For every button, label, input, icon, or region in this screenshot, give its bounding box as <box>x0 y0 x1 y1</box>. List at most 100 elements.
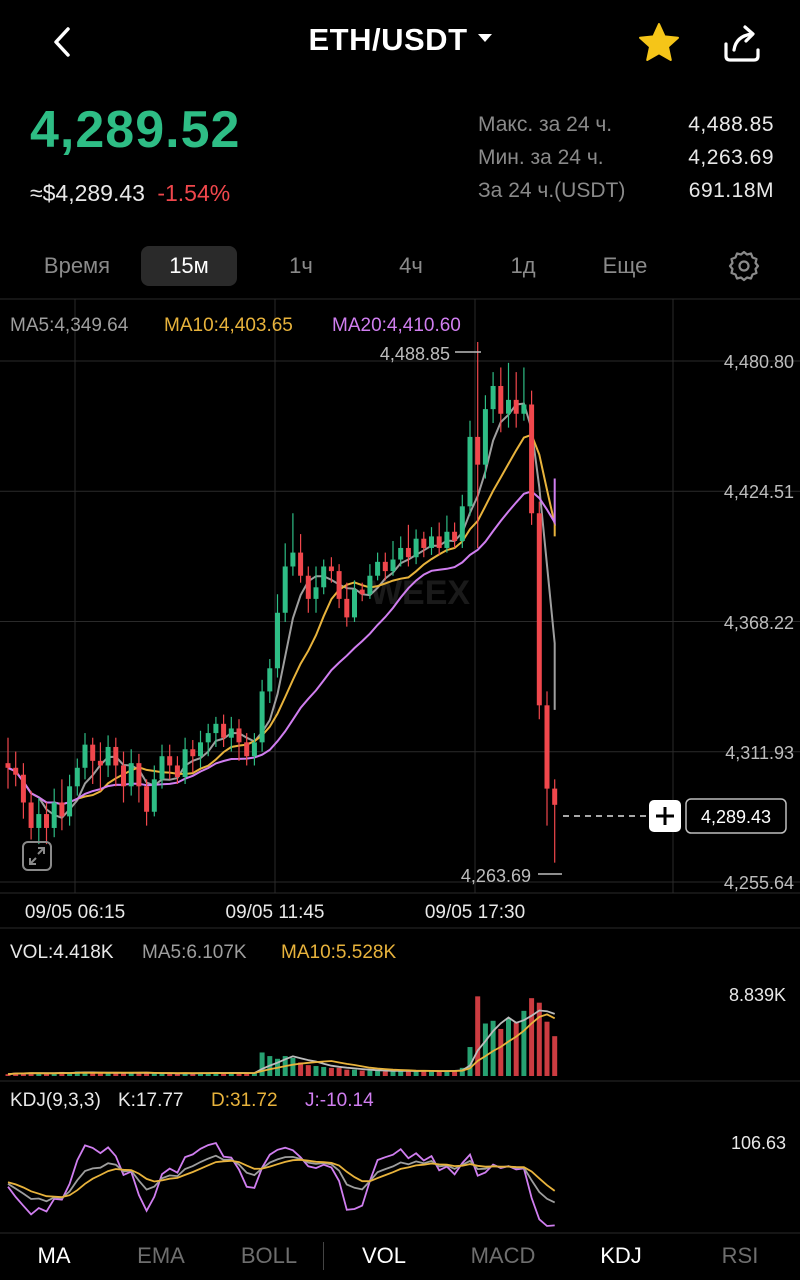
change-percent: -1.54% <box>157 180 231 206</box>
chevron-left-icon <box>54 27 70 57</box>
candle <box>482 395 488 479</box>
favorite-button[interactable] <box>636 20 682 66</box>
tab-kdj[interactable]: KDJ <box>600 1243 642 1268</box>
candle <box>429 527 434 555</box>
candle <box>298 534 304 583</box>
candle <box>506 362 511 428</box>
stat-label: За 24 ч.(USDT) <box>478 178 626 202</box>
ma10-line <box>7 433 556 806</box>
volume-bar <box>513 1022 519 1076</box>
pair-selector[interactable]: ETH/USDT <box>0 22 800 58</box>
tab-1h[interactable]: 1ч <box>289 253 313 278</box>
volume-bar <box>313 1066 319 1076</box>
candle <box>167 744 173 780</box>
tab-time[interactable]: Время <box>43 253 111 278</box>
tab-macd[interactable]: MACD <box>470 1243 536 1268</box>
candle <box>205 723 211 757</box>
volume-bar <box>13 1072 19 1076</box>
expand-icon[interactable] <box>22 841 52 871</box>
candle <box>436 522 442 555</box>
candle <box>336 564 342 609</box>
candle <box>74 758 80 796</box>
chart-area[interactable]: WEEX MA5:4,349.64 MA10:4,403.65 MA20:4,4… <box>0 298 800 1246</box>
high-label: 4,488.85 <box>380 344 450 364</box>
kdj-legend: KDJ(9,3,3) <box>10 1090 101 1111</box>
stat-label: Макс. за 24 ч. <box>478 112 613 136</box>
kdj-max-label: 106.63 <box>731 1133 786 1153</box>
kline-chart[interactable]: WEEX MA5:4,349.64 MA10:4,403.65 MA20:4,4… <box>0 298 800 1246</box>
candle <box>513 372 519 428</box>
volume-bar <box>344 1069 350 1076</box>
tab-ema[interactable]: EMA <box>137 1243 185 1268</box>
candle <box>359 582 365 602</box>
candle <box>113 737 119 787</box>
candle <box>544 691 550 826</box>
volume-bar <box>251 1072 257 1076</box>
volume-bar <box>413 1071 419 1076</box>
candle <box>59 779 65 831</box>
volume-bar <box>367 1070 373 1076</box>
divider <box>323 1242 324 1270</box>
candle <box>521 367 527 421</box>
volume-bar <box>167 1073 173 1076</box>
last-price: 4,289.52 <box>30 101 241 159</box>
tab-more[interactable]: Еще <box>602 253 648 278</box>
add-alert-button[interactable] <box>649 800 681 832</box>
kdj-d-legend: D:31.72 <box>211 1090 278 1111</box>
y-tick: 4,368.22 <box>724 613 794 633</box>
volume-bar <box>552 1036 558 1076</box>
tab-15m[interactable]: 15м <box>141 246 237 286</box>
volume-bar <box>375 1070 381 1076</box>
candle <box>352 580 357 623</box>
candle <box>36 797 42 845</box>
share-icon <box>724 25 760 62</box>
volume-bar <box>452 1070 458 1076</box>
tab-1d[interactable]: 1д <box>510 253 536 278</box>
share-button[interactable] <box>718 20 764 66</box>
stat-high-24h: Макс. за 24 ч. 4,488.85 <box>478 108 774 141</box>
volume-bar <box>544 1021 550 1076</box>
candle <box>552 779 558 863</box>
candle <box>159 744 165 789</box>
volume-bar <box>128 1073 134 1076</box>
candle <box>529 390 535 525</box>
tab-vol[interactable]: VOL <box>361 1243 407 1268</box>
candle <box>382 552 388 581</box>
candle <box>28 790 34 840</box>
top-bar: ETH/USDT <box>0 0 800 86</box>
volume-bar <box>529 998 535 1076</box>
volume-bar <box>28 1072 34 1076</box>
volume-bar <box>97 1072 103 1076</box>
candle <box>467 420 473 516</box>
volume-bar <box>213 1072 219 1076</box>
candle <box>305 566 311 613</box>
tab-rsi[interactable]: RSI <box>721 1243 759 1268</box>
tab-ma[interactable]: MA <box>37 1243 71 1268</box>
candle <box>536 501 542 720</box>
gear-icon <box>728 250 760 282</box>
back-button[interactable] <box>44 22 80 62</box>
candle <box>398 536 404 567</box>
kdj-j-line <box>7 1141 555 1227</box>
volume-bar <box>228 1072 234 1076</box>
y-tick: 4,424.51 <box>724 482 794 502</box>
chart-settings-button[interactable] <box>728 250 760 282</box>
volume-bar <box>244 1073 250 1076</box>
volume-bar <box>352 1069 357 1076</box>
candle <box>51 788 57 838</box>
volume-bar <box>144 1072 150 1076</box>
candle <box>475 342 481 548</box>
volume-bar <box>382 1071 388 1076</box>
volume-bar <box>421 1070 427 1076</box>
candle <box>213 716 219 747</box>
stat-value: 4,263.69 <box>688 145 774 169</box>
volume-bar <box>475 996 481 1076</box>
x-tick: 09/05 11:45 <box>226 902 325 923</box>
ma5-line <box>7 402 556 819</box>
tab-4h[interactable]: 4ч <box>399 253 423 278</box>
volume-bar <box>359 1070 365 1076</box>
star-icon <box>639 23 679 61</box>
tab-boll[interactable]: BOLL <box>240 1243 298 1268</box>
candle <box>275 594 280 678</box>
volume-bar <box>405 1070 411 1076</box>
